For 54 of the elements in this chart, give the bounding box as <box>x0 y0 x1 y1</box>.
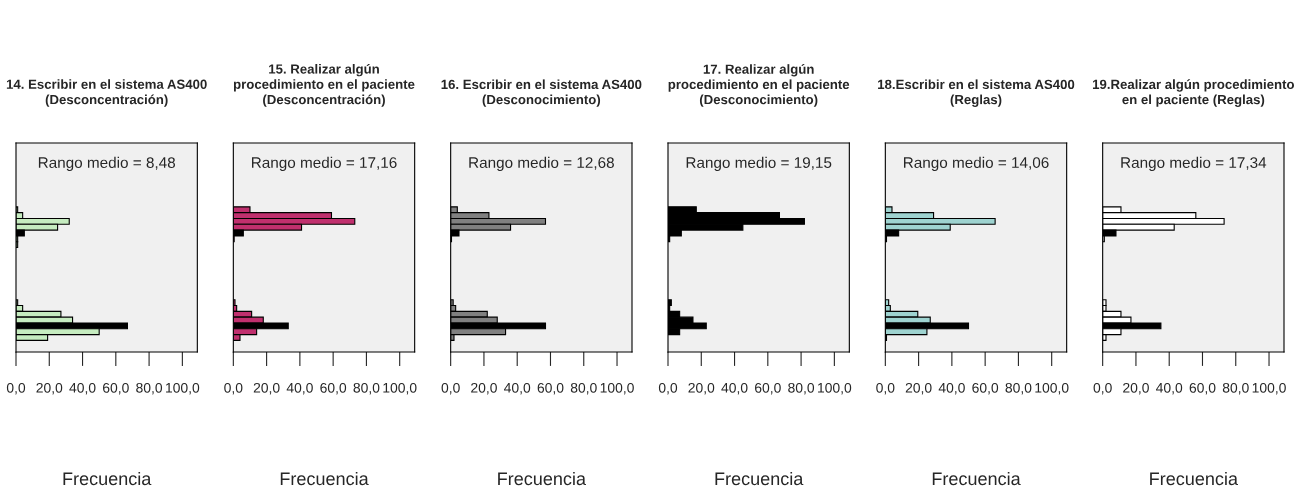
x-tick-label: 100,0 <box>383 382 417 395</box>
x-tick-label: 0,0 <box>658 382 678 395</box>
x-tick-label: 0,0 <box>6 382 26 395</box>
x-tick-label: 60,0 <box>537 382 564 395</box>
x-tick-label: 20,0 <box>1123 382 1149 395</box>
x-axis-title: Frecuencia <box>498 471 586 486</box>
x-tick-label: 100,0 <box>166 382 200 395</box>
x-tick-label: 40,0 <box>69 382 96 395</box>
chart-title: 16. Escribir en el sistema AS400 (Desconocimiento) <box>441 79 642 107</box>
x-tick-label: 100,0 <box>600 382 634 395</box>
x-axis-title: Frecuencia <box>932 471 1021 486</box>
x-tick-label: 40,0 <box>504 382 531 395</box>
x-tick-label: 60,0 <box>320 382 347 395</box>
x-tick-label: 60,0 <box>972 382 999 395</box>
x-tick-label: 60,0 <box>103 382 129 395</box>
chart-title: 18.Escribir en el sistema AS400 (Reglas) <box>878 79 1075 107</box>
annotation: Rango medio = 17,34 <box>1121 156 1267 172</box>
annotation: Rango medio = 19,15 <box>686 156 832 172</box>
x-tick-label: 60,0 <box>755 382 781 395</box>
annotation: Rango medio = 8,48 <box>38 156 176 172</box>
annotation: Rango medio = 14,06 <box>904 156 1049 172</box>
x-tick-label: 100,0 <box>818 382 852 395</box>
x-tick-label: 100,0 <box>1252 382 1286 395</box>
x-tick-label: 80,0 <box>788 382 815 395</box>
chart-title: 15. Realizar algún procedimiento en el paciente (Desconcentración) <box>233 63 415 107</box>
x-tick-label: 100,0 <box>1035 382 1069 395</box>
x-axis-title: Frecuencia <box>63 471 152 486</box>
chart-title: 14. Escribir en el sistema AS400 (Desconcentración) <box>6 79 207 107</box>
annotation: Rango medio = 12,68 <box>469 156 614 172</box>
x-tick-label: 20,0 <box>471 382 497 395</box>
x-axis-title: Frecuencia <box>715 471 804 486</box>
x-tick-label: 0,0 <box>876 382 895 395</box>
x-tick-label: 20,0 <box>36 382 63 395</box>
x-tick-label: 0,0 <box>441 382 460 395</box>
x-tick-label: 80,0 <box>1005 382 1032 395</box>
chart-title: 17. Realizar algún procedimiento en el paciente (Desconocimiento) <box>668 64 850 107</box>
x-tick-label: 80,0 <box>136 382 163 395</box>
x-tick-label: 40,0 <box>721 382 748 395</box>
x-tick-label: 40,0 <box>938 382 965 395</box>
x-axis-title: Frecuencia <box>280 471 369 486</box>
x-tick-label: 0,0 <box>1093 382 1112 395</box>
annotation: Rango medio = 17,16 <box>252 156 397 172</box>
chart-title: 19.Realizar algún procedimiento en el paciente (Reglas) <box>1092 79 1295 107</box>
x-axis-title: Frecuencia <box>1150 471 1238 486</box>
x-tick-label: 20,0 <box>905 382 932 395</box>
x-tick-label: 80,0 <box>1222 382 1249 395</box>
x-tick-label: 40,0 <box>286 382 313 395</box>
x-tick-label: 80,0 <box>570 382 597 395</box>
x-tick-label: 40,0 <box>1156 382 1183 395</box>
x-tick-label: 80,0 <box>353 382 380 395</box>
x-tick-label: 60,0 <box>1189 382 1216 395</box>
x-tick-label: 20,0 <box>688 382 715 395</box>
x-tick-label: 20,0 <box>253 382 280 395</box>
x-tick-label: 0,0 <box>224 382 243 395</box>
